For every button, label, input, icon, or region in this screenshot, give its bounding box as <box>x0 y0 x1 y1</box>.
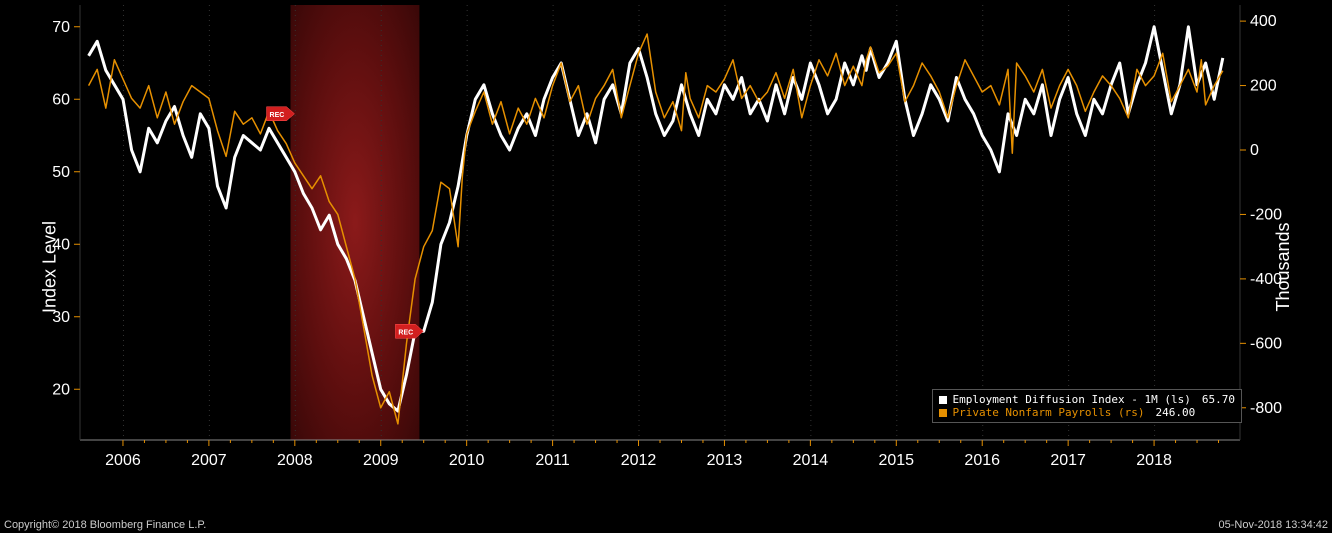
legend: Employment Diffusion Index - 1M (ls) 65.… <box>932 389 1242 423</box>
legend-label: Employment Diffusion Index - 1M (ls) <box>952 393 1190 406</box>
svg-text:-800: -800 <box>1250 400 1282 417</box>
svg-text:2006: 2006 <box>105 452 141 469</box>
svg-text:2008: 2008 <box>277 452 313 469</box>
svg-text:400: 400 <box>1250 13 1277 30</box>
chart-container: Index Level Thousands 203040506070-800-6… <box>0 0 1332 533</box>
timestamp-text: 05-Nov-2018 13:34:42 <box>1219 519 1328 531</box>
legend-row: Private Nonfarm Payrolls (rs) 246.00 <box>939 406 1235 419</box>
y-axis-left-label: Index Level <box>40 220 61 312</box>
svg-text:2016: 2016 <box>964 452 1000 469</box>
svg-text:2015: 2015 <box>878 452 914 469</box>
legend-row: Employment Diffusion Index - 1M (ls) 65.… <box>939 393 1235 406</box>
svg-text:REC: REC <box>270 112 285 119</box>
legend-value: 65.70 <box>1202 393 1235 406</box>
svg-text:2009: 2009 <box>363 452 399 469</box>
copyright-text: Copyright© 2018 Bloomberg Finance L.P. <box>4 519 206 531</box>
svg-text:2013: 2013 <box>707 452 743 469</box>
footer: Copyright© 2018 Bloomberg Finance L.P. 0… <box>4 519 1328 531</box>
svg-text:2012: 2012 <box>621 452 657 469</box>
svg-text:-600: -600 <box>1250 335 1282 352</box>
svg-text:2014: 2014 <box>793 452 829 469</box>
svg-text:200: 200 <box>1250 78 1277 95</box>
svg-text:2010: 2010 <box>449 452 485 469</box>
svg-text:2018: 2018 <box>1136 452 1172 469</box>
legend-value: 246.00 <box>1156 406 1196 419</box>
svg-text:2017: 2017 <box>1050 452 1086 469</box>
svg-text:70: 70 <box>52 19 70 36</box>
svg-text:0: 0 <box>1250 142 1259 159</box>
svg-text:60: 60 <box>52 91 70 108</box>
legend-label: Private Nonfarm Payrolls (rs) <box>952 406 1144 419</box>
svg-text:2007: 2007 <box>191 452 227 469</box>
chart-svg: 203040506070-800-600-400-200020040020062… <box>0 0 1332 500</box>
svg-text:50: 50 <box>52 164 70 181</box>
legend-swatch-icon <box>939 409 947 417</box>
svg-text:20: 20 <box>52 381 70 398</box>
svg-text:REC: REC <box>398 329 413 336</box>
legend-swatch-icon <box>939 396 947 404</box>
y-axis-right-label: Thousands <box>1273 222 1294 311</box>
svg-text:-200: -200 <box>1250 206 1282 223</box>
svg-text:2011: 2011 <box>535 452 570 469</box>
